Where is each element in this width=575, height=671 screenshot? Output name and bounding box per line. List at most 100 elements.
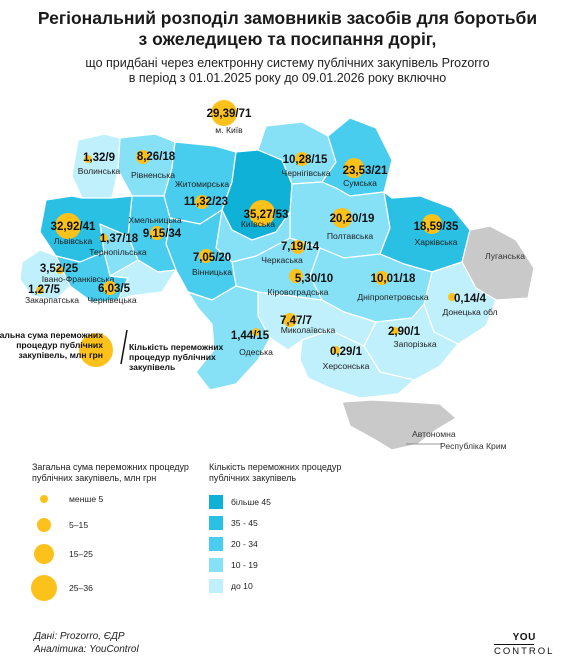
region-19-value-label: 6,03/5 [98,283,131,295]
region-2-name-label: Рівненська [131,170,175,180]
region-1-name-label: Волинська [78,166,121,176]
region-13-amount-bubble [291,240,305,254]
size-legend-title-line-1: Загальна сума переможних процедур [32,462,189,472]
color-legend-swatch-1 [209,495,223,509]
explain-count-line-3: закупівель [129,362,175,372]
size-legend-title: Загальна сума переможних процедур публіч… [32,462,189,484]
region-16-value-label: 5,30/10 [295,273,333,285]
explain-bubble [79,333,113,367]
region-8-value-label: 35,27/53 [244,209,289,221]
region-24-amount-bubble [332,346,340,354]
explain-amount-line-1: Загальна сума переможних [0,330,103,340]
size-legend-bubble-2 [37,518,51,532]
region-19-name-label: Чернівецька [87,295,137,305]
region-12-value-label: 7,05/20 [193,252,231,264]
region-8-name-label: Київська [241,219,275,229]
region-13-value-label: 7,19/14 [281,241,320,253]
youcontrol-logo: YOU CONTROL [494,632,554,657]
region-chernivtsi [109,259,177,301]
color-legend-label-5: до 10 [231,581,253,591]
region-15-amount-bubble [56,266,64,274]
page-subtitle: що придбані через електронну систему пуб… [0,56,575,86]
color-legend-swatch-5 [209,579,223,593]
size-legend-bubble-4 [31,575,57,601]
region-21-value-label: 1,44/15 [231,330,270,342]
region-21-name-label: Одеська [239,347,273,357]
region-15-name-label: Івано-Франківська [42,274,115,284]
region-17-value-label: 10,01/18 [371,273,416,285]
region-0-name-label: м. Київ [215,125,243,135]
explain-amount-line-2: процедур публічних [16,340,103,350]
logo-line-2: CONTROL [494,646,555,657]
region-5-amount-bubble [344,158,364,178]
color-legend-swatch-4 [209,558,223,572]
explain-divider [120,329,128,365]
explain-count-line-2: процедур публічних [129,352,216,362]
region-20-name-label: Донецька обл [442,307,497,317]
region-24-value-label: 0,29/1 [330,346,363,358]
region-16-name-label: Кіровоградська [268,287,329,297]
region-1-value-label: 1,32/9 [83,152,115,164]
size-legend-label-1: менше 5 [69,494,104,504]
color-legend-title-line-2: публічних закупівель [209,473,297,483]
crimea-label-line-1: Автономна [412,429,456,439]
region-0-value-label: 29,39/71 [207,108,252,120]
region-11-name-label: Тернопільська [89,247,147,257]
region-lviv [39,195,133,263]
region-10-amount-bubble [422,214,442,234]
region-22-value-label: 7,47/7 [280,315,312,327]
region-4-amount-bubble [295,152,309,166]
region-4-value-label: 10,28/15 [283,154,328,166]
region-5-value-label: 23,53/21 [343,165,388,177]
explain-count-line-1: Кількість переможних [129,342,224,352]
explain-key: Загальна сума переможних процедур публіч… [0,329,224,372]
title-line-1: Регіональний розподіл замовників засобів… [37,8,538,28]
color-legend-label-1: більше 45 [231,497,271,507]
region-16-amount-bubble [289,269,303,283]
region-23-value-label: 2,90/1 [388,326,421,338]
size-legend-title-line-2: публічних закупівель, млн грн [32,473,157,483]
region-6-name-label: Львівська [54,236,93,246]
size-legend-bubble-3 [34,544,54,564]
size-legend-label-3: 15–25 [69,549,93,559]
page-title: Регіональний розподіл замовників засобів… [0,8,575,50]
color-legend-label-4: 10 - 19 [231,560,258,570]
region-6-amount-bubble [55,213,81,239]
region-23-name-label: Запорізька [393,339,436,349]
region-6-value-label: 32,92/41 [51,221,96,233]
region-2-value-label: 8,26/18 [137,151,176,163]
subtitle-line-1: що придбані через електронну систему пуб… [85,56,490,70]
region-5-name-label: Сумська [343,178,377,188]
region-7-amount-bubble [150,226,164,240]
region-18-amount-bubble [36,286,44,294]
source-line-2: Аналітика: YouControl [34,644,139,655]
explain-amount-line-3: закупівель, млн грн [19,350,103,360]
region-1-amount-bubble [84,155,92,163]
region-18-value-label: 1,27/5 [28,284,61,296]
region-volyn [71,133,121,199]
region-11-value-label: 1,37/18 [100,233,139,245]
region-3-name-label: Житомирська [175,179,230,189]
region-14-name-label: Луганська [485,251,525,261]
region-22-amount-bubble [283,313,297,327]
color-legend-title-line-1: Кількість переможних процедур [209,462,342,472]
region-12-amount-bubble [199,249,213,263]
region-22-name-label: Миколаївська [281,325,336,335]
size-legend-label-2: 5–15 [69,520,89,530]
color-legend-label-2: 35 - 45 [231,518,258,528]
region-15-value-label: 3,52/25 [40,263,79,275]
region-17-name-label: Дніпропетровська [357,292,429,302]
region-11-amount-bubble [100,234,108,242]
region-9-value-label: 20,20/19 [330,213,375,225]
size-legend-bubble-1 [40,495,48,503]
region-21-amount-bubble [252,328,260,336]
region-9-amount-bubble [332,208,352,228]
region-9-name-label: Полтавська [327,231,374,241]
source-note: Дані: Prozorro, ЄДР Аналітика: YouContro… [34,630,139,656]
logo-line-1: YOU [512,632,536,643]
size-legend-label-4: 25–36 [69,583,93,593]
subtitle-line-2: в період з 01.01.2025 року до 09.01.2026… [128,71,447,85]
logo-divider [494,644,534,645]
color-legend [209,495,223,593]
